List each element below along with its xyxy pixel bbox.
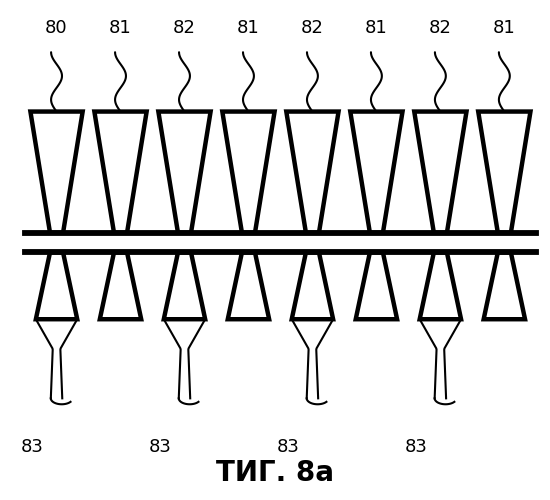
- Text: 83: 83: [277, 438, 299, 456]
- Text: 80: 80: [45, 20, 68, 38]
- Text: 82: 82: [173, 20, 196, 38]
- Text: 82: 82: [301, 20, 324, 38]
- Text: 82: 82: [429, 20, 452, 38]
- Text: 83: 83: [20, 438, 43, 456]
- Text: 81: 81: [365, 20, 388, 38]
- Text: 83: 83: [148, 438, 172, 456]
- Text: ΤИГ. 8a: ΤИГ. 8a: [216, 460, 334, 487]
- Text: 81: 81: [109, 20, 132, 38]
- Text: 81: 81: [237, 20, 260, 38]
- Text: 83: 83: [404, 438, 427, 456]
- Text: 81: 81: [493, 20, 516, 38]
